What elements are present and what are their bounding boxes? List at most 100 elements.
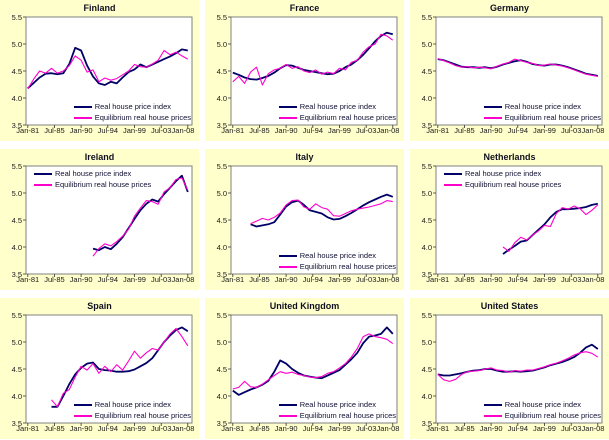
y-tick-label: 5.5 — [421, 310, 432, 320]
x-tick-label: Jan-90 — [69, 126, 93, 135]
legend-label: Real house price index — [465, 169, 542, 178]
x-tick-label: Jul-85 — [44, 424, 65, 433]
chart-panel-united-states: United States 5.5 5.0 4.5 4.0 3.5 Jan-81 Jul-85… — [410, 298, 609, 439]
chart-area-united-states: 5.5 5.0 4.5 4.0 3.5 Jan-81 Jul-85 Jan-90 Jul-94 J… — [410, 310, 609, 439]
legend-label: Real house price index — [299, 400, 376, 409]
chart-plot-united-kingdom — [228, 314, 398, 426]
equilibrium-series-line — [437, 351, 599, 382]
y-tick-label: 4.0 — [421, 242, 432, 252]
legend-germany: Real house price index Equilibrium real h… — [483, 102, 601, 122]
x-tick-label: Jul-94 — [507, 424, 529, 433]
y-tick-label: 5.5 — [216, 310, 227, 320]
legend-label: Equilibrium real house prices — [299, 113, 396, 122]
legend-item-equilibrium: Equilibrium real house prices — [483, 411, 601, 420]
x-tick-label: Jan-90 — [274, 424, 298, 433]
legend-label: Real house price index — [299, 251, 376, 260]
real-series-swatch — [34, 172, 52, 175]
chart-title-united-states: United States — [480, 301, 539, 311]
chart-title-spain: Spain — [87, 301, 112, 311]
y-tick-label: 4.5 — [421, 66, 432, 76]
legend-item-equilibrium: Equilibrium real house prices — [73, 113, 191, 122]
axis-tick-marks — [228, 314, 394, 426]
equilibrium-series-swatch — [73, 414, 92, 417]
chart-area-ireland: 5.5 5.0 4.5 4.0 3.5 Jan-81 Jul-85 Jan-90 Jul-94 J… — [0, 162, 199, 290]
x-tick-label: Jan-99 — [123, 126, 146, 135]
x-tick-label: Jan-90 — [69, 424, 93, 433]
y-tick-label: 3.5 — [216, 120, 227, 130]
x-tick-label: Jul-03 — [355, 126, 377, 135]
legend-netherlands: Real house price index Equilibrium real h… — [444, 169, 561, 189]
chart-area-germany: 5.5 5.0 4.5 4.0 3.5 Jan-81 Jul-85 Jan-90 Jul-94 J… — [410, 12, 609, 141]
x-tick-label: Jan-99 — [533, 126, 556, 135]
y-tick-label: 3.5 — [421, 418, 432, 428]
chart-panel-spain: Spain 5.5 5.0 4.5 4.0 3.5 Jan-81 Jul-85 Jan-90 Ju… — [0, 298, 199, 439]
chart-area-spain: 5.5 5.0 4.5 4.0 3.5 Jan-81 Jul-85 Jan-90 Jul-94 J… — [0, 311, 199, 439]
x-tick-label: Jul-85 — [454, 126, 475, 135]
x-tick-label: Jul-03 — [560, 424, 582, 433]
equilibrium-series-swatch — [483, 116, 502, 119]
chart-title-netherlands: Netherlands — [483, 152, 536, 162]
legend-item-real: Real house price index — [34, 169, 151, 178]
y-tick-label: 3.5 — [11, 269, 22, 279]
x-tick-label: Jan-08 — [581, 275, 605, 284]
x-tick-label: Jan-99 — [533, 424, 556, 433]
y-tick-label: 5.0 — [11, 188, 22, 198]
y-tick-label: 4.0 — [216, 93, 227, 103]
x-tick-label: Jan-99 — [328, 424, 351, 433]
legend-united-kingdom: Real house price index Equilibrium real h… — [278, 400, 396, 420]
legend-item-equilibrium: Equilibrium real house prices — [278, 411, 396, 420]
chart-title-italy: Italy — [295, 152, 314, 162]
axis-tick-marks — [23, 165, 189, 277]
plot-area — [25, 165, 193, 275]
x-tick-label: Jan-90 — [479, 126, 503, 135]
real-series-line — [27, 46, 188, 89]
legend-item-real: Real house price index — [73, 102, 191, 111]
x-tick-label: Jan-99 — [123, 424, 146, 433]
x-tick-label: Jul-94 — [97, 275, 119, 284]
legend-item-equilibrium: Equilibrium real house prices — [278, 113, 396, 122]
legend-label: Equilibrium real house prices — [504, 411, 601, 420]
x-tick-label: Jan-81 — [16, 126, 40, 135]
x-tick-label: Jul-94 — [302, 424, 324, 433]
real-series-swatch — [73, 105, 92, 108]
x-tick-label: Jul-03 — [355, 424, 377, 433]
y-tick-label: 4.5 — [216, 66, 227, 76]
equilibrium-series-line — [51, 327, 189, 408]
y-tick-label: 4.5 — [421, 215, 432, 225]
legend-label: Real house price index — [94, 102, 171, 111]
chart-plot-france — [228, 16, 398, 128]
axis-tick-marks — [433, 165, 599, 277]
x-tick-label: Jan-81 — [426, 275, 450, 284]
chart-area-finland: 5.5 5.0 4.5 4.0 3.5 Jan-81 Jul-85 Jan-90 Jul-94 J… — [0, 13, 199, 141]
x-tick-label: Jul-03 — [560, 126, 582, 135]
y-tick-label: 5.0 — [216, 188, 227, 198]
x-tick-label: Jul-94 — [302, 275, 324, 284]
chart-title-ireland: Ireland — [84, 152, 115, 162]
legend-label: Equilibrium real house prices — [94, 411, 191, 420]
equilibrium-series-swatch — [278, 265, 297, 268]
legend-ireland: Real house price index Equilibrium real h… — [34, 169, 151, 189]
plot-area — [230, 314, 398, 424]
real-series-swatch — [483, 105, 502, 108]
equilibrium-series-line — [437, 58, 598, 77]
real-series-swatch — [483, 403, 502, 406]
equilibrium-series-swatch — [278, 414, 297, 417]
chart-title-france: France — [289, 3, 320, 13]
legend-label: Equilibrium real house prices — [55, 180, 152, 189]
x-tick-label: Jan-81 — [426, 126, 450, 135]
equilibrium-series-line — [92, 177, 189, 257]
y-tick-label: 4.0 — [421, 391, 432, 401]
legend-label: Equilibrium real house prices — [299, 411, 396, 420]
x-tick-label: Jul-94 — [302, 126, 324, 135]
y-tick-label: 5.0 — [421, 337, 432, 347]
legend-united-states: Real house price index Equilibrium real h… — [483, 400, 601, 420]
chart-area-netherlands: 5.5 5.0 4.5 4.0 3.5 Jan-81 Jul-85 Jan-90 Jul-94 J… — [410, 162, 609, 290]
x-tick-label: Jul-85 — [454, 424, 475, 433]
x-tick-label: Jul-03 — [150, 275, 172, 284]
x-tick-label: Jan-81 — [221, 424, 245, 433]
y-tick-label: 5.5 — [421, 12, 432, 22]
equilibrium-series-swatch — [444, 183, 462, 186]
axis-tick-marks — [228, 16, 394, 128]
x-tick-label: Jan-08 — [171, 275, 195, 284]
